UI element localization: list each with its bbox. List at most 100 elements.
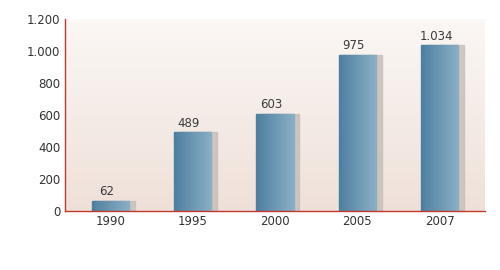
Bar — [115, 201, 116, 211]
Bar — [291, 114, 292, 211]
Bar — [65, 182, 485, 184]
Bar — [65, 88, 485, 90]
Bar — [348, 55, 349, 211]
Bar — [452, 45, 453, 211]
Bar — [444, 45, 446, 211]
Bar — [65, 146, 485, 147]
Bar — [126, 201, 127, 211]
Bar — [278, 114, 279, 211]
Bar — [194, 133, 196, 211]
Text: 489: 489 — [178, 117, 200, 130]
Bar — [196, 133, 198, 211]
Bar — [426, 45, 427, 211]
Bar — [65, 203, 485, 205]
Bar — [65, 132, 485, 134]
Bar — [177, 133, 178, 211]
Bar — [436, 45, 437, 211]
Bar — [65, 65, 485, 67]
Bar — [65, 161, 485, 163]
Bar — [370, 55, 372, 211]
Bar — [65, 52, 485, 53]
Bar — [65, 126, 485, 128]
Bar — [440, 45, 442, 211]
Bar — [354, 55, 356, 211]
Bar — [65, 130, 485, 132]
Bar — [65, 71, 485, 73]
Bar — [433, 45, 434, 211]
Bar — [260, 114, 261, 211]
Bar — [361, 55, 362, 211]
Bar — [349, 55, 350, 211]
Bar — [286, 114, 287, 211]
Bar — [191, 133, 192, 211]
Bar — [363, 55, 364, 211]
Bar — [192, 133, 194, 211]
Bar — [352, 55, 353, 211]
Bar — [430, 45, 432, 211]
Bar — [442, 45, 444, 211]
Bar — [446, 45, 447, 211]
Bar — [65, 73, 485, 75]
Bar — [120, 201, 122, 211]
Bar — [344, 55, 382, 211]
Bar — [108, 201, 110, 211]
Bar — [262, 114, 263, 211]
Bar — [125, 201, 126, 211]
Bar — [423, 45, 424, 211]
Bar — [365, 55, 366, 211]
Bar — [374, 55, 375, 211]
Bar — [127, 201, 128, 211]
Bar — [65, 109, 485, 111]
Bar — [92, 201, 93, 211]
Bar — [106, 201, 108, 211]
Bar — [65, 134, 485, 136]
Bar — [259, 114, 260, 211]
Bar — [264, 114, 265, 211]
Bar — [65, 40, 485, 42]
Bar — [65, 178, 485, 180]
Bar — [202, 133, 203, 211]
Bar — [122, 201, 124, 211]
Bar — [110, 201, 112, 211]
Bar — [275, 114, 276, 211]
Bar — [103, 201, 104, 211]
Bar — [198, 133, 199, 211]
Bar — [65, 191, 485, 193]
Bar — [340, 55, 341, 211]
Bar — [280, 114, 281, 211]
Bar — [65, 184, 485, 186]
Bar — [94, 201, 96, 211]
Bar — [371, 55, 372, 211]
Bar — [174, 133, 175, 211]
Bar — [178, 133, 179, 211]
Bar — [261, 114, 262, 211]
Bar — [65, 205, 485, 207]
Bar — [65, 168, 485, 170]
Bar — [65, 96, 485, 97]
Bar — [65, 78, 485, 80]
Bar — [65, 48, 485, 50]
Bar — [65, 115, 485, 117]
Bar — [117, 201, 118, 211]
Bar — [65, 75, 485, 76]
Bar — [364, 55, 365, 211]
Bar — [65, 23, 485, 25]
Bar — [284, 114, 286, 211]
Bar — [111, 201, 112, 211]
Bar — [65, 92, 485, 94]
Bar — [65, 120, 485, 122]
Bar — [65, 107, 485, 109]
Bar — [65, 28, 485, 31]
Bar — [347, 55, 348, 211]
Bar — [65, 122, 485, 124]
Bar — [65, 124, 485, 126]
Bar — [65, 63, 485, 65]
Bar — [427, 45, 464, 211]
Bar — [65, 44, 485, 46]
Bar — [65, 38, 485, 40]
Bar — [65, 193, 485, 195]
Bar — [65, 26, 485, 28]
Bar — [65, 84, 485, 86]
Bar — [65, 186, 485, 188]
Bar — [65, 151, 485, 153]
